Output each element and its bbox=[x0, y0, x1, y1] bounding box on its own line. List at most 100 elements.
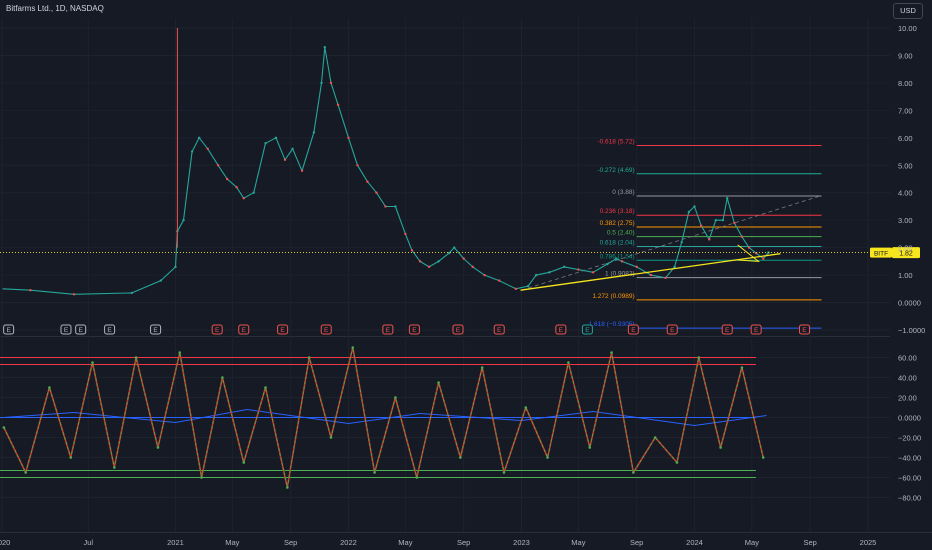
fib-level-label: 0.382 (2.75) bbox=[600, 220, 635, 227]
price-point bbox=[762, 257, 765, 260]
osc-point bbox=[415, 476, 419, 479]
price-point bbox=[721, 218, 725, 222]
y-tick-label: 3.00 bbox=[898, 216, 913, 225]
earnings-marker bbox=[60, 324, 72, 335]
fib-level-label: 1.272 (0.0989) bbox=[592, 293, 634, 300]
last-price-box bbox=[892, 247, 920, 259]
osc-point bbox=[242, 461, 246, 464]
osc-point bbox=[394, 396, 397, 399]
price-point bbox=[452, 246, 456, 249]
earnings-marker-label: E bbox=[412, 327, 417, 334]
price-point bbox=[577, 268, 580, 271]
y-tick-label: 6.00 bbox=[898, 134, 913, 143]
y-tick-label: 1.00 bbox=[898, 271, 913, 280]
price-point bbox=[252, 191, 255, 194]
price-point bbox=[615, 257, 618, 260]
price-point bbox=[514, 287, 518, 291]
osc-point bbox=[307, 356, 311, 359]
price-point bbox=[673, 265, 676, 269]
osc-point bbox=[480, 366, 484, 369]
y-tick-label: 2.00 bbox=[898, 244, 913, 253]
earnings-marker-label: E bbox=[153, 327, 158, 334]
price-point bbox=[526, 284, 530, 288]
fib-level-label: 0.618 (2.04) bbox=[600, 240, 635, 247]
x-tick-label: Sep bbox=[803, 538, 816, 547]
oscillator-series bbox=[0, 346, 767, 489]
osc-tick-label: 20.00 bbox=[898, 394, 917, 403]
x-tick-label: 2024 bbox=[686, 538, 703, 547]
price-point bbox=[366, 180, 369, 183]
earnings-marker-label: E bbox=[215, 327, 220, 334]
price-point bbox=[418, 260, 422, 263]
last-price-value: 1.82 bbox=[899, 251, 913, 258]
osc-point bbox=[134, 356, 138, 359]
y-tick-label: 8.00 bbox=[898, 79, 913, 88]
osc-point bbox=[502, 471, 506, 474]
osc-tick-label: 0.0000 bbox=[898, 414, 921, 423]
earnings-marker-label: E bbox=[280, 327, 285, 334]
earnings-marker-label: E bbox=[725, 327, 730, 334]
earnings-marker bbox=[104, 324, 116, 335]
price-point bbox=[300, 169, 304, 172]
price-point bbox=[206, 147, 209, 150]
osc-point bbox=[546, 456, 549, 459]
price-point bbox=[159, 279, 162, 282]
x-tick-label: 2025 bbox=[860, 538, 877, 547]
price-point bbox=[72, 293, 76, 296]
earnings-marker-label: E bbox=[670, 327, 675, 334]
price-point bbox=[375, 191, 378, 194]
price-point bbox=[534, 273, 538, 277]
price-point bbox=[347, 136, 350, 140]
earnings-marker-label: E bbox=[497, 327, 502, 334]
earnings-marker bbox=[721, 324, 733, 335]
axes: 2020 Jul 2021 May Sep 2022 May Sep 2023 May Sep 202… bbox=[0, 24, 925, 547]
osc-point bbox=[588, 446, 592, 449]
currency-button[interactable]: USD bbox=[893, 3, 923, 19]
earnings-marker-label: E bbox=[559, 327, 564, 334]
earnings-marker-label: E bbox=[107, 327, 112, 334]
price-point bbox=[356, 164, 359, 167]
fib-level-label: -0.272 (4.69) bbox=[597, 167, 634, 174]
osc-point bbox=[264, 386, 267, 389]
x-tick-label: 2022 bbox=[340, 538, 357, 547]
osc-point bbox=[69, 456, 73, 459]
price-point bbox=[384, 205, 387, 208]
osc-point bbox=[24, 471, 28, 474]
y-tick-label: 10.00 bbox=[898, 24, 917, 33]
osc-tick-label: −20.00 bbox=[898, 434, 921, 443]
osc-tick-label: −80.00 bbox=[898, 494, 921, 503]
x-tick-label: 2021 bbox=[167, 538, 184, 547]
y-tick-label: 9.00 bbox=[898, 51, 913, 60]
x-tick-label: 2020 bbox=[0, 538, 10, 547]
osc-point bbox=[697, 356, 701, 359]
osc-point bbox=[286, 486, 289, 489]
earnings-marker bbox=[382, 324, 394, 335]
osc-tick-label: −40.00 bbox=[898, 454, 921, 463]
earnings-marker bbox=[666, 324, 678, 335]
osc-point bbox=[740, 366, 744, 369]
x-tick-label: May bbox=[225, 538, 239, 547]
earnings-marker bbox=[750, 324, 762, 335]
osc-point bbox=[675, 461, 679, 464]
triangle-pattern bbox=[737, 244, 761, 263]
fib-level-label: -0.618 (5.72) bbox=[597, 139, 634, 146]
price-point bbox=[687, 210, 691, 214]
earnings-marker-label: E bbox=[64, 327, 69, 334]
price-point bbox=[437, 260, 440, 263]
price-series: BITF 1.82 bbox=[0, 28, 920, 296]
trendline[interactable] bbox=[520, 244, 781, 291]
price-point bbox=[242, 197, 245, 200]
x-tick-label: Sep bbox=[630, 538, 643, 547]
earnings-marker-label: E bbox=[242, 327, 247, 334]
last-price-symbol: BITF bbox=[874, 251, 888, 258]
osc-point bbox=[221, 376, 224, 379]
fibonacci-retracement[interactable]: -0.618 (5.72) -0.272 (4.69) 0 (3.88) 0.236 … bbox=[521, 139, 822, 329]
x-tick-label: Sep bbox=[457, 538, 470, 547]
chart-title: Bitfarms Ltd., 1D, NASDAQ bbox=[6, 4, 104, 13]
price-point bbox=[548, 271, 551, 274]
earnings-marker bbox=[238, 324, 250, 335]
y-tick-label: −1.0000 bbox=[898, 326, 925, 335]
osc-point bbox=[178, 351, 182, 354]
